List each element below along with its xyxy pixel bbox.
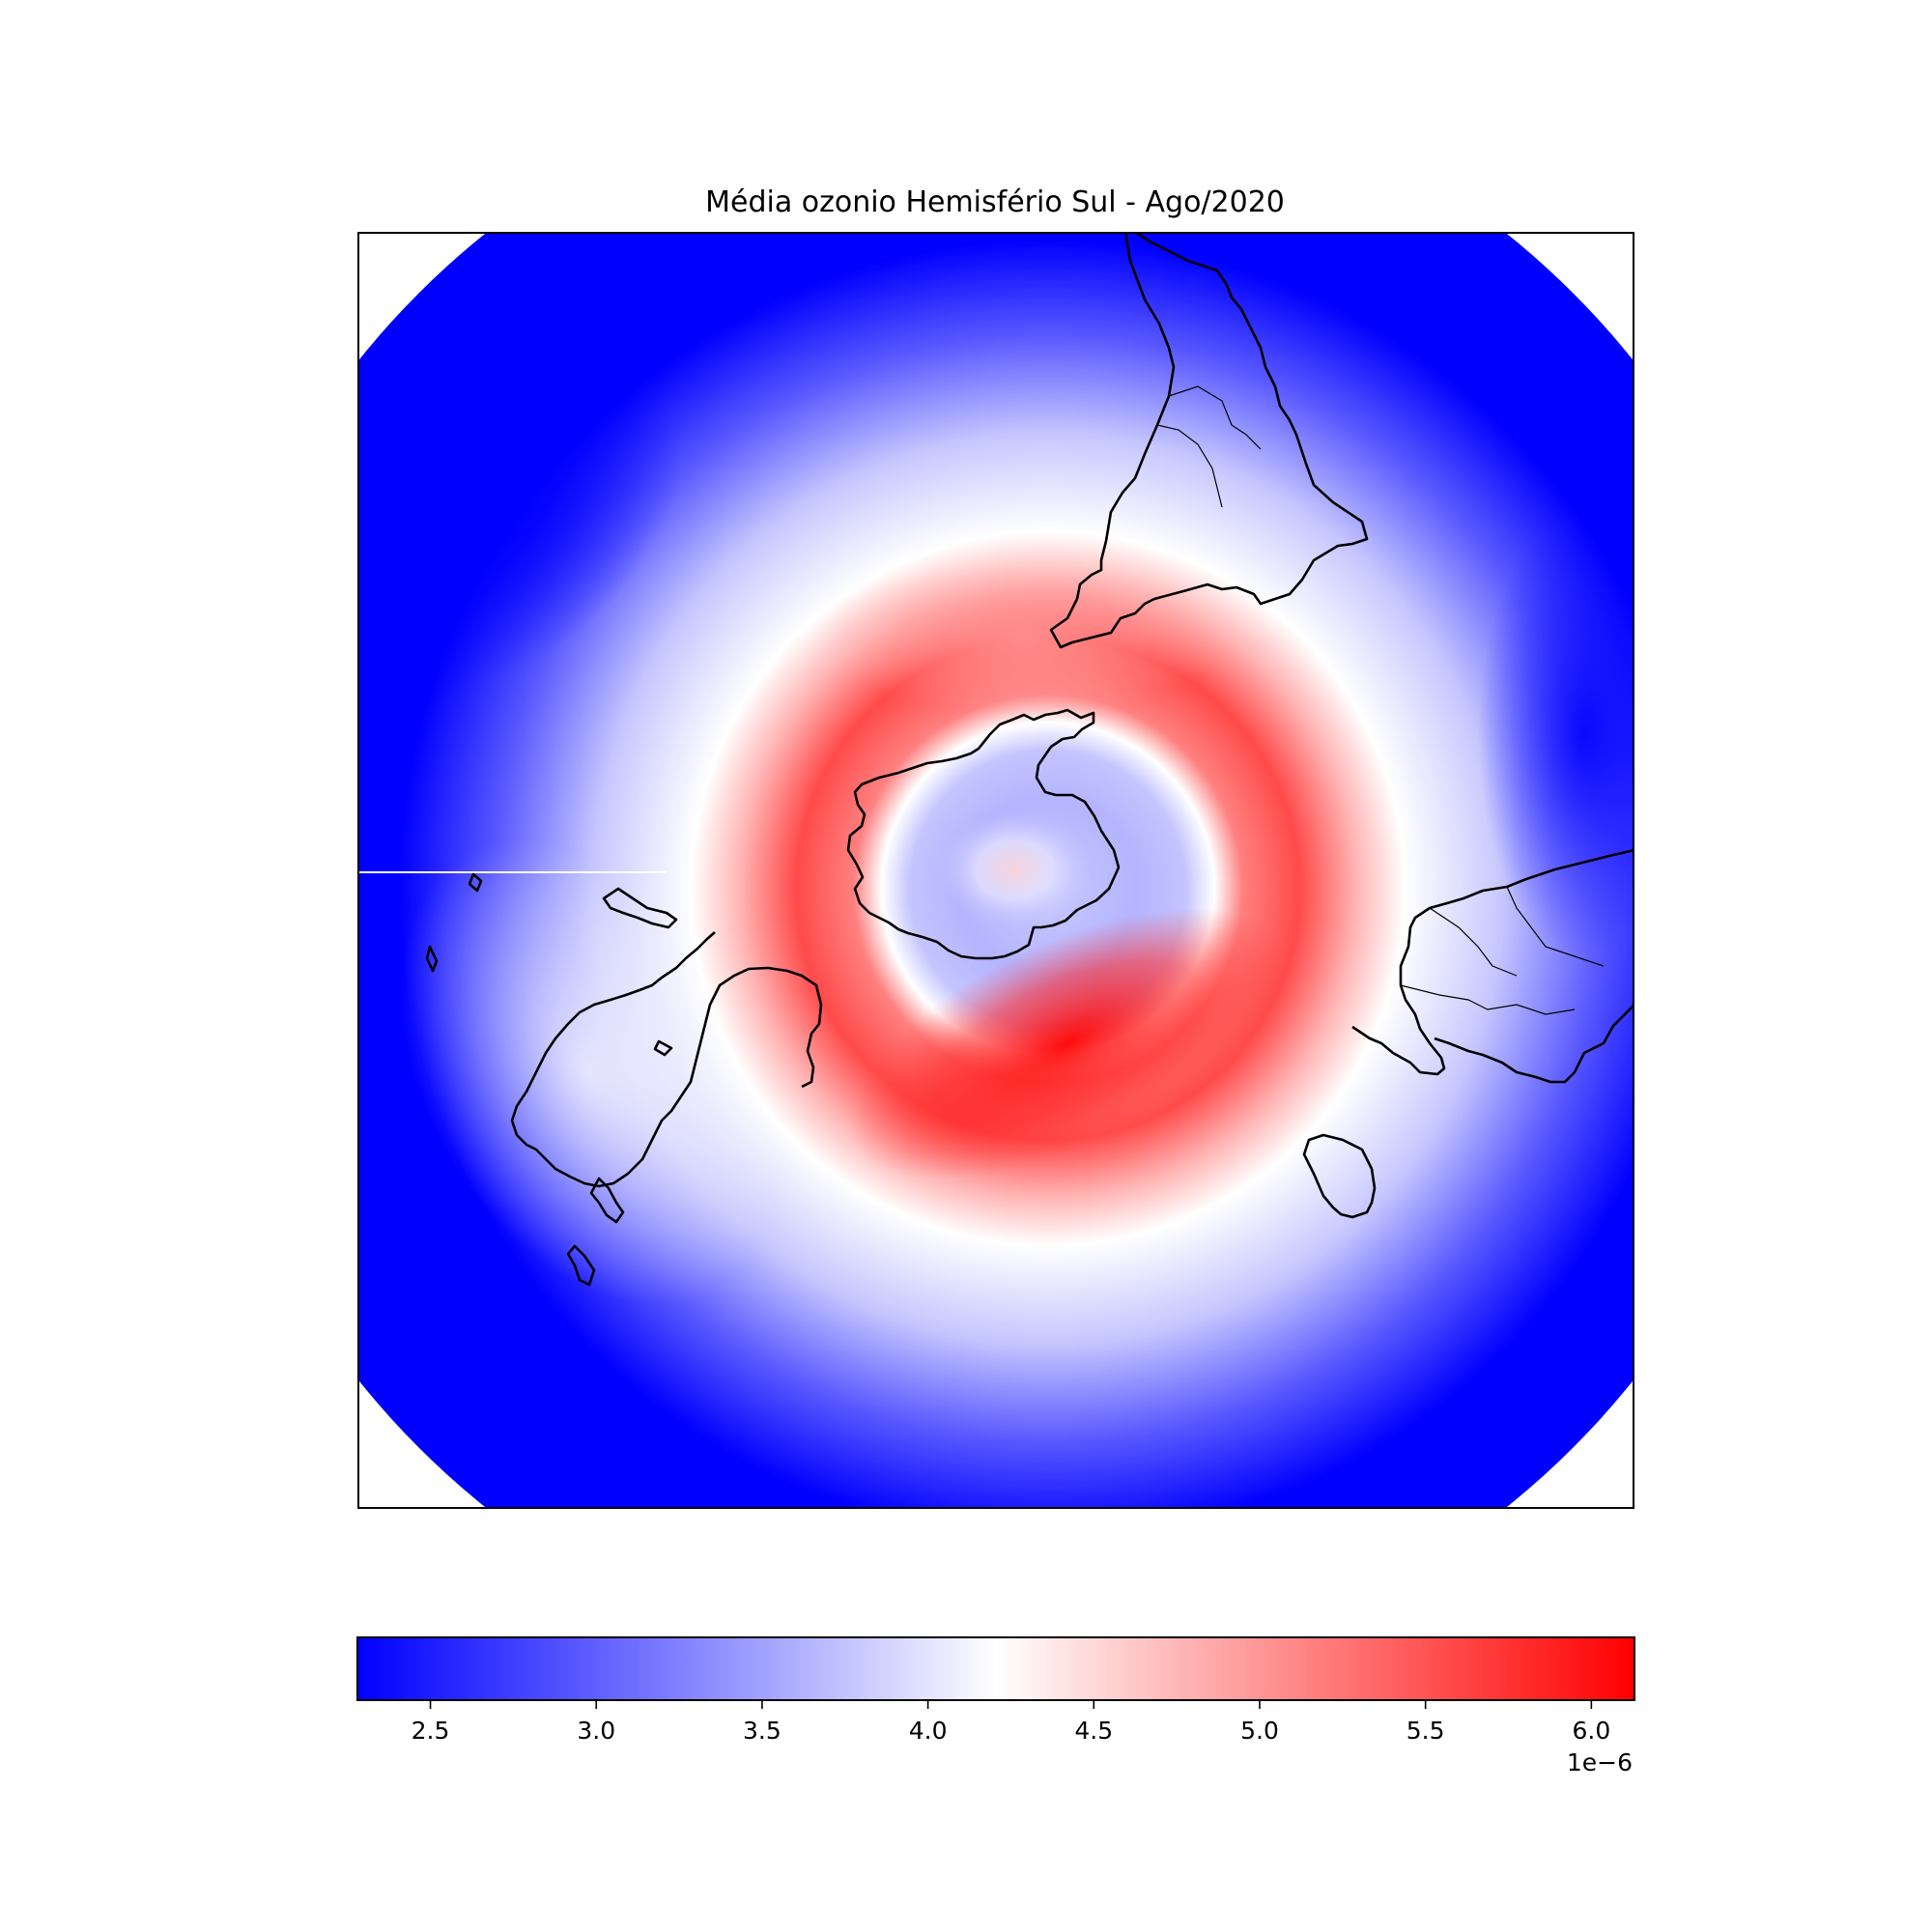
colorbar-tick-label: 5.5 — [1406, 1717, 1445, 1745]
south-america-coastline — [1049, 232, 1369, 649]
colorbar-tick-label: 6.0 — [1572, 1717, 1610, 1745]
ozone-low-patch-upper-left — [357, 355, 681, 689]
australia-coastline — [510, 931, 823, 1188]
map-content — [357, 232, 1634, 1509]
ozone-polar-core — [937, 811, 1092, 927]
subantarctic-islands — [425, 872, 678, 1057]
ozone-low-patch-right — [1478, 512, 1634, 956]
country-borders — [1156, 385, 1605, 1015]
map-frame — [357, 232, 1634, 1509]
antarctica-coastline — [846, 708, 1121, 960]
ozone-max-region — [848, 907, 1287, 1179]
colorbar-tick-label: 4.5 — [1074, 1717, 1113, 1745]
colorbar-tick-label: 2.5 — [412, 1717, 450, 1745]
colorbar-fill — [356, 1636, 1635, 1701]
madagascar-coastline — [1302, 1133, 1377, 1219]
colorbar: 2.5 3.0 3.5 4.0 4.5 5.0 5.5 6.0 — [356, 1636, 1635, 1745]
colorbar-tick-label: 3.0 — [577, 1717, 615, 1745]
colorbar-tick-label: 3.5 — [743, 1717, 781, 1745]
ozone-map — [357, 232, 1634, 1509]
colorbar-multiplier: 1e−6 — [1566, 1748, 1633, 1776]
new-zealand-coastline — [566, 1177, 625, 1287]
ozone-white-band-left — [399, 839, 780, 1305]
chart-title: Média ozonio Hemisfério Sul - Ago/2020 — [705, 185, 1285, 219]
colorbar-tick-label: 5.0 — [1240, 1717, 1279, 1745]
colorbar-tick-label: 4.0 — [909, 1717, 948, 1745]
coastlines — [425, 232, 1634, 1287]
colorbar-ticks: 2.5 3.0 3.5 4.0 4.5 5.0 5.5 6.0 — [412, 1700, 1610, 1745]
africa-coastline — [1351, 848, 1634, 1084]
ozone-upper-collar — [821, 560, 1227, 715]
